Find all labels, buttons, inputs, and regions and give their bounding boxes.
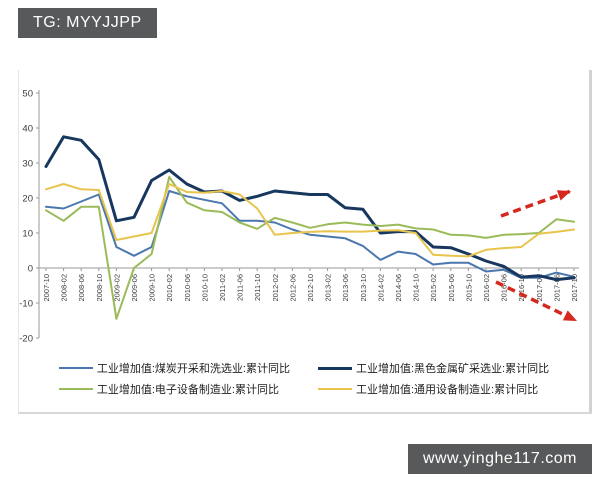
svg-text:2016-06: 2016-06: [500, 274, 509, 302]
svg-text:2017-10: 2017-10: [570, 274, 579, 302]
svg-text:2007-10: 2007-10: [42, 274, 51, 302]
legend-item-electronics: 工业增加值:电子设备制造业:累计同比: [58, 381, 290, 397]
legend-label-coal: 工业增加值:煤炭开采和洗选业:累计同比: [96, 363, 290, 375]
svg-text:-20: -20: [19, 334, 33, 345]
legend-label-ferrous: 工业增加值:黑色金属矿采选业:累计同比: [356, 363, 550, 375]
svg-text:2012-06: 2012-06: [288, 274, 297, 302]
watermark-url-badge: www.yinghe117.com: [407, 444, 592, 474]
svg-text:2014-02: 2014-02: [376, 274, 385, 302]
svg-text:2012-02: 2012-02: [271, 274, 280, 302]
svg-text:2010-02: 2010-02: [165, 274, 174, 302]
svg-text:2015-10: 2015-10: [464, 274, 473, 302]
svg-text:2008-10: 2008-10: [95, 274, 104, 302]
svg-text:20: 20: [22, 194, 33, 205]
legend-line-electronics: [58, 388, 93, 390]
legend-item-general-equip: 工业增加值:通用设备制造业:累计同比: [318, 381, 549, 397]
chart-legend: 工业增加值:煤炭开采和洗选业:累计同比 工业增加值:黑色金属矿采选业:累计同比 …: [19, 360, 589, 397]
svg-text:2009-10: 2009-10: [148, 274, 157, 302]
svg-text:2014-06: 2014-06: [394, 274, 403, 302]
watermark-tag-badge: TG: MYYJJPP: [18, 8, 157, 38]
svg-text:2017-06: 2017-06: [552, 274, 561, 302]
legend-line-general-equip: [318, 388, 352, 390]
svg-text:2012-10: 2012-10: [306, 274, 315, 302]
legend-label-general-equip: 工业增加值:通用设备制造业:累计同比: [356, 384, 539, 396]
svg-text:2015-02: 2015-02: [429, 274, 438, 302]
svg-text:-10: -10: [19, 299, 33, 310]
legend-label-electronics: 工业增加值:电子设备制造业:累计同比: [96, 384, 279, 396]
svg-text:2015-06: 2015-06: [447, 274, 456, 302]
svg-text:2017-02: 2017-02: [535, 274, 544, 302]
svg-text:2009-02: 2009-02: [112, 274, 121, 302]
svg-text:2011-02: 2011-02: [218, 274, 227, 301]
legend-line-coal: [58, 367, 93, 369]
legend-item-coal: 工业增加值:煤炭开采和洗选业:累计同比: [58, 360, 290, 376]
line-chart: 50 40 30 20 10 0 -10 -20 2007-10 2008-02 2008-06 20…: [19, 89, 579, 345]
svg-text:0: 0: [28, 264, 33, 275]
svg-text:2008-06: 2008-06: [77, 274, 86, 302]
svg-text:2013-06: 2013-06: [341, 274, 350, 302]
svg-text:2011-06: 2011-06: [236, 274, 245, 301]
legend-item-ferrous: 工业增加值:黑色金属矿采选业:累计同比: [318, 360, 549, 376]
watermark-url-text: www.yinghe117.com: [422, 450, 577, 467]
svg-text:2008-02: 2008-02: [60, 274, 69, 302]
chart-image: 50 40 30 20 10 0 -10 -20 2007-10 2008-02 2008-06 20…: [18, 70, 592, 414]
svg-text:2011-10: 2011-10: [253, 274, 262, 301]
svg-text:2013-10: 2013-10: [359, 274, 368, 302]
svg-text:2016-10: 2016-10: [517, 274, 526, 302]
svg-text:50: 50: [22, 89, 33, 100]
watermark-tag-text: TG: MYYJJPP: [33, 14, 142, 31]
svg-text:2010-10: 2010-10: [200, 274, 209, 302]
svg-text:30: 30: [22, 159, 33, 170]
svg-text:2009-06: 2009-06: [130, 274, 139, 302]
legend-line-ferrous: [318, 366, 352, 370]
svg-text:10: 10: [22, 229, 33, 240]
svg-text:2010-06: 2010-06: [183, 274, 192, 302]
svg-text:2014-10: 2014-10: [412, 274, 421, 302]
svg-text:40: 40: [22, 124, 33, 135]
svg-text:2016-02: 2016-02: [482, 274, 491, 302]
svg-text:2013-02: 2013-02: [324, 274, 333, 302]
